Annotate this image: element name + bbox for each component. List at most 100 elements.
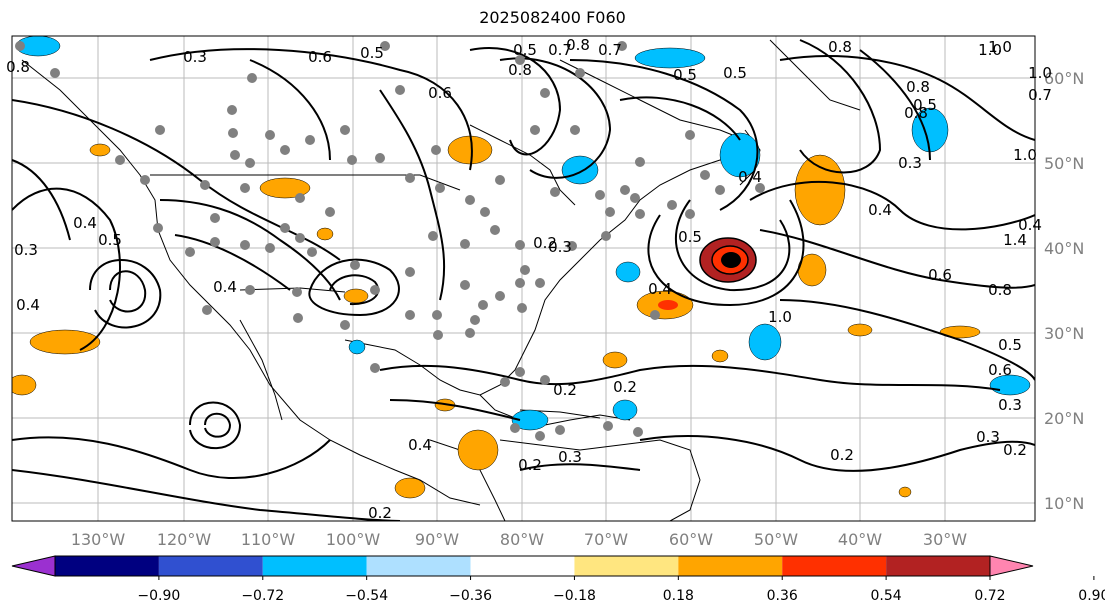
contour-value-label: 0.2	[830, 446, 854, 464]
colorbar-tick-label: −0.90	[137, 588, 180, 604]
lon-label: 70°W	[584, 530, 628, 549]
contour-value-label: 0.7	[598, 41, 622, 59]
lon-label: 40°W	[838, 530, 882, 549]
colorbar-segment	[366, 556, 471, 576]
contour-value-label: 0.3	[558, 448, 582, 466]
latitude-labels: 60°N 50°N 40°N 30°N 20°N 10°N	[1044, 69, 1084, 513]
contour-value-label: 0.3	[183, 48, 207, 66]
contour-value-label: 0.8	[828, 38, 852, 56]
contour-value-label: 0.3	[976, 428, 1000, 446]
contour-value-label: 0.2	[533, 234, 557, 252]
contour-value-label: 0.8	[566, 36, 590, 54]
contour-value-label: 0.4	[408, 436, 432, 454]
contour-value-label: 0.5	[678, 228, 702, 246]
contour-value-label: 0.8	[906, 78, 930, 96]
contour-value-label: 0.4	[868, 201, 892, 219]
lat-label: 50°N	[1044, 154, 1084, 173]
lat-label: 30°N	[1044, 324, 1084, 343]
contour-value-label: 0.4	[73, 214, 97, 232]
lon-label: 80°W	[500, 530, 544, 549]
contour-value-label: 0.3	[548, 238, 572, 256]
colorbar-tick-label: 0.36	[767, 588, 798, 604]
lon-label: 110°W	[241, 530, 296, 549]
lat-label: 40°N	[1044, 239, 1084, 258]
contour-value-label: 0.5	[360, 44, 384, 62]
lon-label: 120°W	[157, 530, 212, 549]
contour-value-label: 0.3	[998, 396, 1022, 414]
lon-label: 50°W	[754, 530, 798, 549]
contour-value-label: 0.7	[1028, 86, 1052, 104]
contour-value-label: 0.8	[6, 58, 30, 76]
contour-value-label: 0.4	[648, 280, 672, 298]
colorbar-frame	[54, 555, 991, 577]
colorbar-segment	[782, 556, 887, 576]
longitude-labels: 130°W 120°W 110°W 100°W 90°W 80°W 70°W 60°W 50°W…	[71, 530, 967, 549]
colorbar-segment	[262, 556, 367, 576]
contour-value-label: 0.7	[548, 41, 572, 59]
map-frame	[11, 35, 1036, 522]
contour-value-label: 1.4	[1003, 231, 1027, 249]
map-panel	[12, 36, 1035, 521]
contour-value-label: 0.8	[904, 104, 928, 122]
colorbar-tick-label: −0.18	[553, 588, 596, 604]
contour-value-label: 1.0	[988, 38, 1012, 56]
contour-value-label: 0.3	[14, 241, 38, 259]
contour-value-label: 1.0	[1013, 146, 1037, 164]
lat-label: 60°N	[1044, 69, 1084, 88]
contour-value-label: 0.5	[98, 231, 122, 249]
colorbar-tick-label: −0.36	[449, 588, 492, 604]
colorbar-tick-label: −0.54	[345, 588, 388, 604]
cyclone-center	[699, 237, 757, 283]
colorbar-segment	[574, 556, 679, 576]
colorbar-extend-low	[11, 555, 56, 577]
colorbar-segment	[678, 556, 783, 576]
lon-label: 90°W	[415, 530, 459, 549]
contour-value-label: 0.3	[898, 154, 922, 172]
lon-label: 60°W	[669, 530, 713, 549]
contour-value-label: 0.4	[738, 168, 762, 186]
contour-value-label: 0.2	[368, 504, 392, 522]
colorbar-tick-label: 0.90	[1078, 588, 1105, 604]
contour-value-label: 0.2	[553, 381, 577, 399]
contour-value-label: 0.6	[428, 84, 452, 102]
contour-lines	[12, 39, 1035, 521]
colorbar-tick-label: −0.72	[241, 588, 284, 604]
contour-value-label: 0.8	[508, 61, 532, 79]
contour-value-label: 0.4	[16, 296, 40, 314]
contour-labels: 0.3 0.6 0.5 0.5 0.70.8 0.70.8 0.51.00.8 1.01.00…	[6, 36, 1052, 522]
colorbar-tick-labels: −0.90 −0.72 −0.54 −0.36 −0.18 0.18 0.36 0.54 0.7…	[137, 576, 1105, 604]
contour-value-label: 0.2	[613, 378, 637, 396]
colorbar-segment	[886, 556, 990, 576]
contour-value-label: 0.4	[1018, 216, 1042, 234]
contour-value-label: 0.6	[308, 48, 332, 66]
contour-value-label: 0.4	[213, 278, 237, 296]
colorbar-segment	[158, 556, 263, 576]
colorbar-segment	[470, 556, 575, 576]
contour-value-label: 0.5	[673, 66, 697, 84]
lon-label: 130°W	[71, 530, 126, 549]
colorbar-tick-label: 0.54	[871, 588, 902, 604]
lat-label: 20°N	[1044, 409, 1084, 428]
contour-value-label: 1.0	[978, 41, 1002, 59]
contour-value-label: 0.8	[988, 281, 1012, 299]
lon-label: 100°W	[326, 530, 381, 549]
contour-value-label: 0.5	[513, 41, 537, 59]
station-markers	[15, 41, 765, 441]
colorbar-tick-label: 0.18	[663, 588, 694, 604]
lon-label: 30°W	[923, 530, 967, 549]
map-title: 2025082400 F060	[479, 8, 626, 27]
contour-value-label: 0.5	[913, 96, 937, 114]
contour-value-label: 0.5	[998, 336, 1022, 354]
contour-value-label: 1.0	[768, 308, 792, 326]
colorbar-tick-label: 0.72	[974, 588, 1005, 604]
colorbar	[11, 555, 1034, 577]
contour-value-label: 0.2	[518, 456, 542, 474]
colorbar-extend-high	[989, 555, 1034, 577]
contour-value-label: 0.6	[928, 266, 952, 284]
lat-label: 10°N	[1044, 494, 1084, 513]
contour-value-label: 0.2	[1003, 441, 1027, 459]
contour-value-label: 0.5	[723, 64, 747, 82]
colorbar-segment	[55, 556, 159, 576]
contour-value-label: 1.0	[1028, 64, 1052, 82]
